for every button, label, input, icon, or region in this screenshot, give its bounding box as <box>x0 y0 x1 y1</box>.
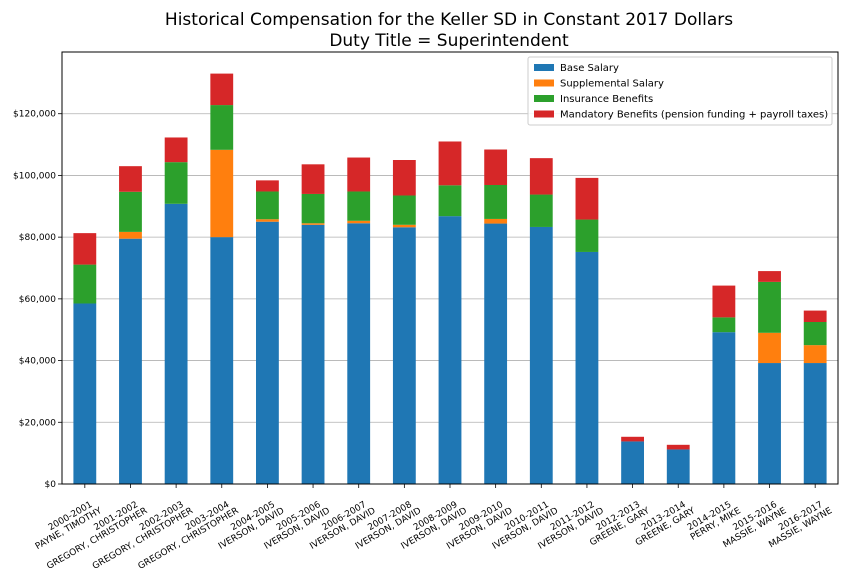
y-tick-label: $0 <box>45 480 57 490</box>
bar-segment-1 <box>301 224 325 485</box>
y-tick-label: $80,000 <box>19 233 56 243</box>
bar-segment-1 <box>758 363 781 484</box>
bar-segment-4 <box>301 164 325 194</box>
bar-segment-2 <box>210 149 234 238</box>
bar-segment-3 <box>119 191 142 232</box>
bar-segment-3 <box>484 184 508 219</box>
bar-segment-4 <box>758 271 781 282</box>
bar-segment-1 <box>347 223 371 484</box>
bar-segment-4 <box>529 158 553 195</box>
legend-label: Supplemental Salary <box>560 79 664 90</box>
bar-segment-3 <box>529 194 553 227</box>
legend: Base Salary Supplemental Salary Insurance … <box>527 56 833 126</box>
bar-segment-4 <box>484 149 508 185</box>
bar-segment-1 <box>575 251 599 484</box>
bar-segment-1 <box>256 221 279 484</box>
y-tick-label: $60,000 <box>19 295 56 305</box>
bar-segment-3 <box>575 219 599 252</box>
bar-segment-1 <box>438 216 462 484</box>
bar-segment-1 <box>803 363 827 484</box>
bar-segment-1 <box>529 226 553 484</box>
x-ticks: 2000-2001PAYNE, TIMOTHY2001-2002GREGORY,… <box>34 484 834 572</box>
bar-segment-4 <box>392 160 416 196</box>
y-tick-label: $100,000 <box>13 171 56 181</box>
bar-segment-3 <box>803 322 827 346</box>
bar-segment-1 <box>666 449 690 484</box>
y-tick-label: $120,000 <box>13 110 56 120</box>
bar-segment-3 <box>438 185 462 217</box>
chart-subtitle: Duty Title = Superintendent <box>329 31 569 51</box>
bar-segment-4 <box>347 157 371 192</box>
bar-segment-3 <box>301 193 325 224</box>
legend-label: Base Salary <box>560 63 619 74</box>
bar-segment-1 <box>484 223 508 484</box>
legend-swatch <box>534 64 554 71</box>
bar-segment-4 <box>621 436 644 442</box>
bar-segment-3 <box>256 191 279 220</box>
legend-label: Insurance Benefits <box>560 94 653 105</box>
bar-segment-3 <box>712 317 736 333</box>
bar-segment-1 <box>210 237 234 484</box>
bar-segment-4 <box>210 73 234 106</box>
bar-segment-4 <box>438 141 462 186</box>
bar-segment-2 <box>758 332 781 364</box>
bar-segment-4 <box>803 310 827 322</box>
legend-swatch <box>534 95 554 102</box>
bar-segment-2 <box>803 345 827 364</box>
bar-segment-4 <box>73 233 97 265</box>
y-tick-label: $20,000 <box>19 418 56 428</box>
legend-label: Mandatory Benefits (pension funding + pa… <box>560 110 828 121</box>
bar-segment-4 <box>666 444 690 450</box>
bar-segment-3 <box>210 105 234 150</box>
bar-segment-3 <box>758 281 781 333</box>
bar-segment-4 <box>256 180 279 192</box>
chart-title: Historical Compensation for the Keller S… <box>165 10 733 30</box>
bar-segment-1 <box>73 303 97 484</box>
bar-segment-3 <box>392 195 416 225</box>
bars <box>73 73 827 485</box>
bar-segment-4 <box>575 177 599 220</box>
bar-segment-3 <box>164 162 188 204</box>
bar-segment-2 <box>256 219 279 222</box>
bar-segment-2 <box>392 224 416 228</box>
bar-segment-1 <box>712 332 736 484</box>
bar-segment-3 <box>73 264 97 304</box>
bar-segment-2 <box>301 223 325 225</box>
bar-segment-1 <box>119 238 142 484</box>
bar-segment-4 <box>164 137 188 163</box>
bar-segment-4 <box>712 285 736 318</box>
y-tick-label: $40,000 <box>19 357 56 367</box>
bar-segment-4 <box>119 166 142 192</box>
bar-segment-1 <box>164 203 188 484</box>
bar-segment-3 <box>347 191 371 221</box>
bar-segment-2 <box>484 218 508 224</box>
bar-segment-1 <box>621 441 644 484</box>
bar-segment-2 <box>119 231 142 239</box>
legend-swatch <box>534 79 554 87</box>
legend-box <box>527 56 833 126</box>
legend-swatch <box>534 110 554 118</box>
y-ticks: $0 $20,000 $40,000 $60,000 $80,000 $100,000 $1… <box>13 110 62 490</box>
bar-segment-1 <box>392 227 416 485</box>
bar-segment-2 <box>347 220 371 224</box>
